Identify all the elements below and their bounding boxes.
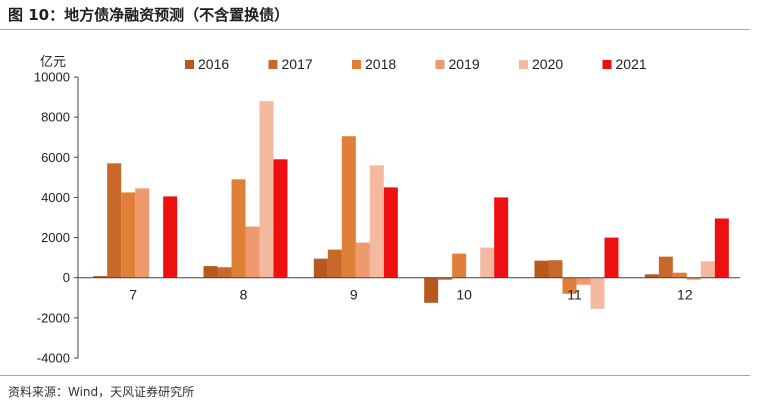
y-axis: -4000 -2000 0 2000 4000 6000 8000 10000 (34, 70, 79, 366)
y-tick-label: 8000 (41, 110, 70, 125)
bar (121, 192, 136, 278)
bar (203, 266, 218, 278)
y-tick-label: -4000 (37, 351, 70, 366)
legend-label: 2016 (198, 56, 229, 72)
bar (452, 253, 467, 278)
bar (672, 272, 687, 278)
bar (341, 136, 356, 278)
source-divider (0, 375, 750, 376)
bar (480, 247, 495, 278)
bar (494, 197, 509, 278)
x-tick-label: 11 (567, 287, 582, 303)
legend-swatch (519, 60, 528, 69)
bar (438, 277, 453, 280)
bar (383, 187, 398, 278)
bar (658, 256, 673, 278)
legend-label: 2017 (282, 56, 313, 72)
bar (163, 196, 178, 278)
bar (259, 101, 274, 278)
bar (604, 237, 619, 278)
source-note: 资料来源：Wind，天风证券研究所 (8, 385, 195, 399)
title-divider (0, 29, 750, 30)
legend-label: 2018 (365, 56, 396, 72)
x-tick-label: 10 (456, 287, 472, 303)
x-tick-label: 7 (129, 287, 137, 303)
legend-swatch (352, 60, 361, 69)
bar (644, 274, 659, 278)
legend-label: 2021 (616, 56, 647, 72)
legend-swatch (602, 60, 612, 69)
legend-swatch (185, 60, 194, 69)
y-tick-label: 10000 (34, 70, 70, 85)
x-tick-label: 8 (240, 287, 248, 303)
bar (562, 277, 577, 294)
y-tick-label: 4000 (41, 190, 70, 205)
bar (369, 165, 384, 278)
x-tick-label: 12 (677, 287, 693, 303)
bar (424, 277, 439, 303)
figure-title: 图 10：地方债净融资预测（不含置换债） (8, 6, 290, 24)
bar (327, 249, 342, 278)
bar (93, 276, 108, 278)
y-tick-label: -2000 (37, 310, 70, 325)
bar (355, 242, 370, 278)
bar (576, 277, 591, 285)
y-tick-label: 2000 (41, 230, 70, 245)
legend-swatch (268, 60, 278, 69)
x-axis: 7 8 9 10 11 12 (78, 277, 740, 303)
bar (107, 163, 122, 278)
bar (534, 260, 549, 278)
bar (700, 261, 715, 278)
bar (313, 258, 328, 278)
legend: 2016 2017 2018 2019 2020 2021 (185, 56, 647, 72)
y-tick-label: 6000 (41, 150, 70, 165)
bar-chart: 亿元 2016 2017 2018 2019 2020 2021 -4000 -2000 0 2… (34, 54, 740, 366)
bar (590, 277, 605, 309)
legend-label: 2020 (532, 56, 563, 72)
bar (548, 260, 563, 278)
bar (273, 159, 288, 278)
legend-swatch (435, 60, 445, 69)
bar (217, 267, 232, 278)
x-tick-label: 9 (350, 287, 358, 303)
bar (135, 188, 150, 278)
legend-label: 2019 (449, 56, 480, 72)
bar (245, 226, 260, 278)
bar (686, 277, 701, 280)
y-axis-label: 亿元 (40, 54, 66, 69)
bar (231, 179, 246, 278)
bars (93, 101, 729, 309)
y-tick-label: 0 (63, 270, 70, 285)
bar (714, 218, 729, 278)
